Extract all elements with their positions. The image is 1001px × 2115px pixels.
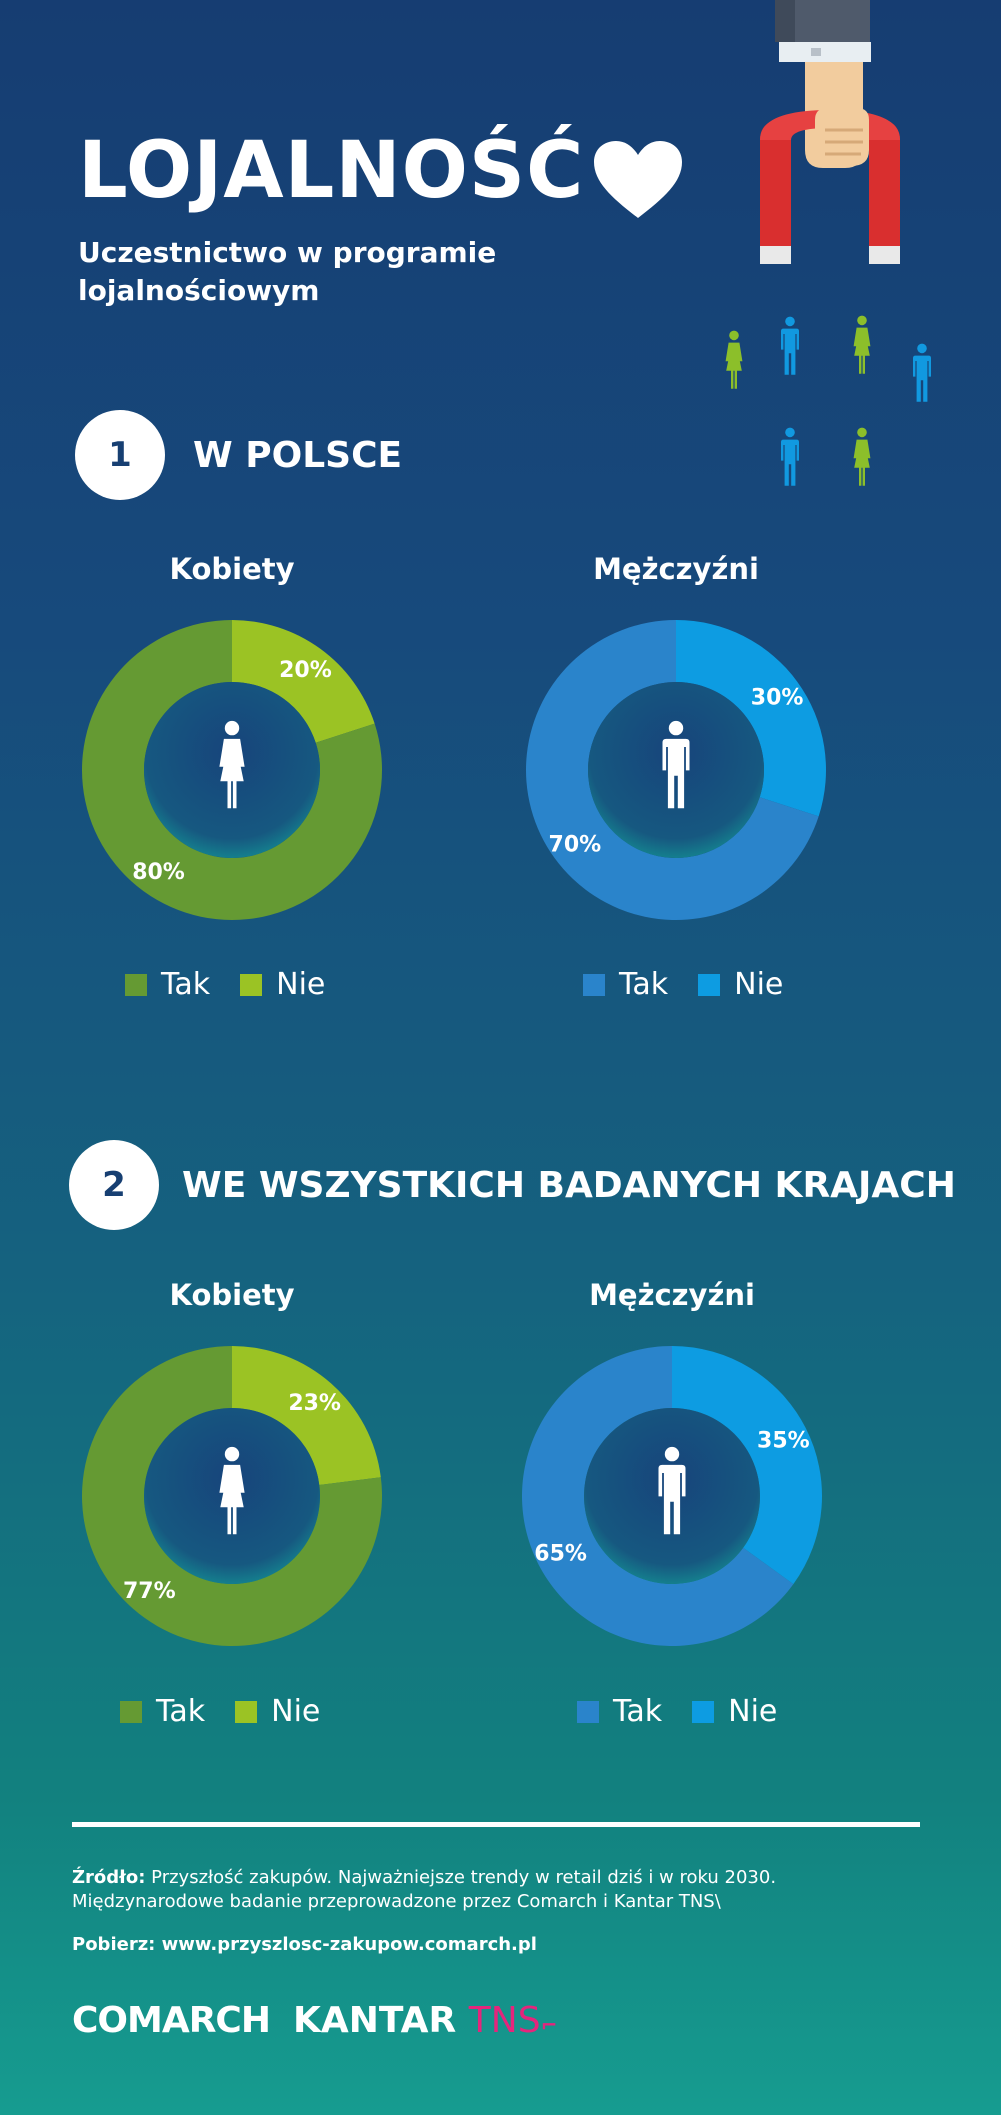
donut-slice-nie bbox=[232, 620, 375, 743]
woman-icon bbox=[853, 427, 871, 486]
woman-icon bbox=[725, 330, 743, 389]
download-note: Pobierz: www.przyszlosc-zakupow.comarch.… bbox=[72, 1934, 537, 1955]
chart-title: Kobiety bbox=[169, 1278, 295, 1312]
page-subtitle: Uczestnictwo w programie lojalnościowym bbox=[78, 236, 497, 307]
data-label-nie: 30% bbox=[751, 686, 804, 711]
chart-legend: Tak Nie bbox=[120, 1694, 320, 1729]
legend-swatch-tak bbox=[577, 1700, 599, 1723]
man-icon bbox=[781, 427, 799, 486]
legend-label-tak: Tak bbox=[619, 967, 669, 1002]
legend-swatch-tak bbox=[583, 973, 605, 996]
legend-label-tak: Tak bbox=[613, 1694, 663, 1729]
legend-swatch-nie bbox=[235, 1700, 258, 1723]
donut-slice-nie bbox=[676, 620, 826, 817]
data-label-tak: 77% bbox=[123, 1579, 176, 1604]
section-number-2: 2 bbox=[69, 1140, 159, 1230]
donut-slice-tak bbox=[81, 1346, 382, 1646]
source-text: Przyszłość zakupów. Najważniejsze trendy… bbox=[72, 1867, 777, 1912]
section-number-1: 1 bbox=[75, 410, 165, 500]
legend-label-nie: Nie bbox=[271, 1694, 321, 1729]
donut-chart-women-all: 23% 77% bbox=[81, 1346, 382, 1646]
legend-swatch-nie bbox=[240, 973, 263, 996]
data-label-nie: 35% bbox=[757, 1428, 810, 1453]
source-note: Źródło: Przyszłość zakupów. Najważniejsz… bbox=[72, 1866, 932, 1914]
footer-divider bbox=[72, 1822, 920, 1827]
download-label: Pobierz: bbox=[72, 1934, 156, 1955]
legend-label-tak: Tak bbox=[156, 1694, 206, 1729]
kantar-tns-logo: KANTAR TNS⌐ bbox=[293, 2000, 557, 2041]
magnet-hand-icon bbox=[760, 0, 900, 264]
chart-legend: Tak Nie bbox=[125, 967, 325, 1002]
chart-legend: Tak Nie bbox=[583, 967, 783, 1002]
data-label-tak: 80% bbox=[132, 860, 185, 885]
chart-title: Kobiety bbox=[169, 552, 295, 586]
donut-slice-nie bbox=[672, 1346, 822, 1585]
donut-slice-nie bbox=[232, 1346, 381, 1485]
chart-title: Mężczyźni bbox=[593, 552, 759, 586]
data-label-nie: 20% bbox=[279, 658, 332, 683]
kantar-wordmark: KANTAR bbox=[293, 2000, 457, 2041]
tns-mark-icon: ⌐ bbox=[540, 2013, 558, 2037]
data-label-tak: 65% bbox=[534, 1542, 587, 1567]
download-link[interactable]: www.przyszlosc-zakupow.comarch.pl bbox=[161, 1934, 537, 1955]
donut-chart-men-poland: 30% 70% bbox=[526, 620, 826, 920]
legend-swatch-tak bbox=[125, 973, 147, 996]
legend-swatch-nie bbox=[698, 973, 721, 996]
legend-label-tak: Tak bbox=[161, 967, 211, 1002]
legend-label-nie: Nie bbox=[276, 967, 326, 1002]
page-title: LOJALNOŚĆ bbox=[78, 126, 585, 216]
man-icon bbox=[781, 316, 799, 375]
legend-swatch-tak bbox=[120, 1700, 142, 1723]
donut-slice-tak bbox=[522, 1346, 794, 1646]
donut-slice-tak bbox=[81, 620, 383, 920]
donut-slice-tak bbox=[526, 620, 819, 920]
comarch-logo: COMARCH bbox=[72, 2000, 271, 2041]
source-label: Źródło: bbox=[72, 1867, 146, 1888]
donut-chart-women-poland: 20% 80% bbox=[81, 620, 383, 920]
man-icon bbox=[913, 343, 931, 402]
section-title-1: W POLSCE bbox=[193, 435, 403, 476]
section-title-2: WE WSZYSTKICH BADANYCH KRAJACH bbox=[182, 1165, 956, 1206]
legend-swatch-nie bbox=[692, 1700, 715, 1723]
chart-legend: Tak Nie bbox=[577, 1694, 777, 1729]
heart-icon bbox=[594, 141, 682, 218]
legend-label-nie: Nie bbox=[734, 967, 784, 1002]
data-label-nie: 23% bbox=[288, 1391, 341, 1416]
tns-wordmark: TNS bbox=[468, 2000, 541, 2041]
donut-chart-men-all: 35% 65% bbox=[522, 1346, 822, 1646]
data-label-tak: 70% bbox=[549, 832, 602, 857]
woman-icon bbox=[853, 315, 871, 374]
chart-title: Mężczyźni bbox=[589, 1278, 755, 1312]
legend-label-nie: Nie bbox=[728, 1694, 778, 1729]
